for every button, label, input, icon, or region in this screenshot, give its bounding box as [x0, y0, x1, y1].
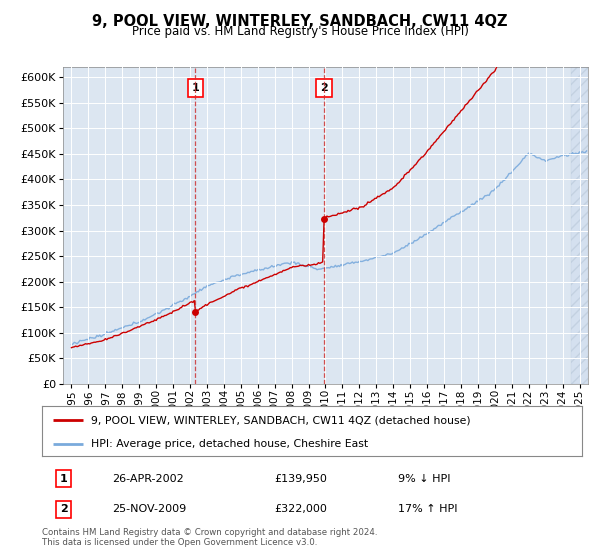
- Text: 9% ↓ HPI: 9% ↓ HPI: [398, 474, 451, 483]
- Text: 17% ↑ HPI: 17% ↑ HPI: [398, 505, 458, 514]
- Text: Price paid vs. HM Land Registry's House Price Index (HPI): Price paid vs. HM Land Registry's House …: [131, 25, 469, 38]
- Text: £139,950: £139,950: [274, 474, 327, 483]
- Text: 9, POOL VIEW, WINTERLEY, SANDBACH, CW11 4QZ (detached house): 9, POOL VIEW, WINTERLEY, SANDBACH, CW11 …: [91, 415, 470, 425]
- Text: 1: 1: [191, 83, 199, 92]
- Bar: [196, 67, 324, 384]
- Text: 25-NOV-2009: 25-NOV-2009: [112, 505, 187, 514]
- Text: HPI: Average price, detached house, Cheshire East: HPI: Average price, detached house, Ches…: [91, 439, 368, 449]
- Text: 1: 1: [60, 474, 67, 483]
- Bar: [571, 67, 588, 384]
- Text: 2: 2: [60, 505, 67, 514]
- Text: Contains HM Land Registry data © Crown copyright and database right 2024.
This d: Contains HM Land Registry data © Crown c…: [42, 528, 377, 548]
- Text: 2: 2: [320, 83, 328, 92]
- Text: 9, POOL VIEW, WINTERLEY, SANDBACH, CW11 4QZ: 9, POOL VIEW, WINTERLEY, SANDBACH, CW11 …: [92, 14, 508, 29]
- Text: 26-APR-2002: 26-APR-2002: [112, 474, 184, 483]
- Text: £322,000: £322,000: [274, 505, 327, 514]
